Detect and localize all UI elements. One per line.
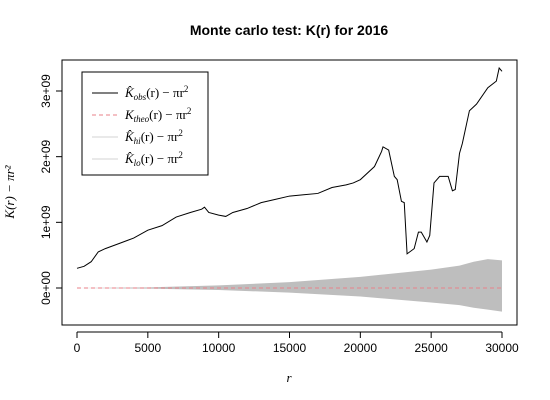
series-layer	[76, 66, 503, 289]
series-obs-line	[76, 66, 503, 269]
x-axis-label: r	[286, 370, 292, 385]
legend-entry-label: K̂obs(r) − πr2	[124, 84, 188, 102]
y-axis: 0e+00 1e+09 2e+09 3e+09	[39, 74, 63, 305]
x-tick-label: 30000	[485, 341, 519, 355]
y-tick-label: 3e+09	[39, 74, 53, 108]
envelope-band	[77, 259, 502, 312]
x-tick-label: 15000	[273, 341, 307, 355]
x-axis: 0 5000 10000 15000 20000 25000 30000	[74, 331, 519, 355]
x-tick-label: 10000	[202, 341, 236, 355]
envelope-band-area	[77, 259, 502, 312]
legend: K̂obs(r) − πr2 Ktheo(r) − πr2 K̂hi(r) − πr…	[81, 71, 209, 176]
x-tick-label: 0	[74, 341, 81, 355]
y-tick-label: 1e+09	[39, 205, 53, 239]
legend-entry-label: K̂lo(r) − πr2	[124, 150, 183, 168]
legend-box	[81, 71, 209, 176]
legend-entry-label: K̂hi(r) − πr2	[124, 128, 183, 146]
y-tick-label: 2e+09	[39, 139, 53, 173]
y-axis-label: K(r) − πr²	[2, 164, 17, 219]
x-tick-label: 25000	[414, 341, 448, 355]
x-tick-label: 20000	[344, 341, 378, 355]
chart-title: Monte carlo test: K(r) for 2016	[190, 22, 389, 38]
y-tick-label: 0e+00	[39, 271, 53, 305]
legend-entry-label: Ktheo(r) − πr2	[124, 106, 191, 124]
x-tick-label: 5000	[134, 341, 161, 355]
